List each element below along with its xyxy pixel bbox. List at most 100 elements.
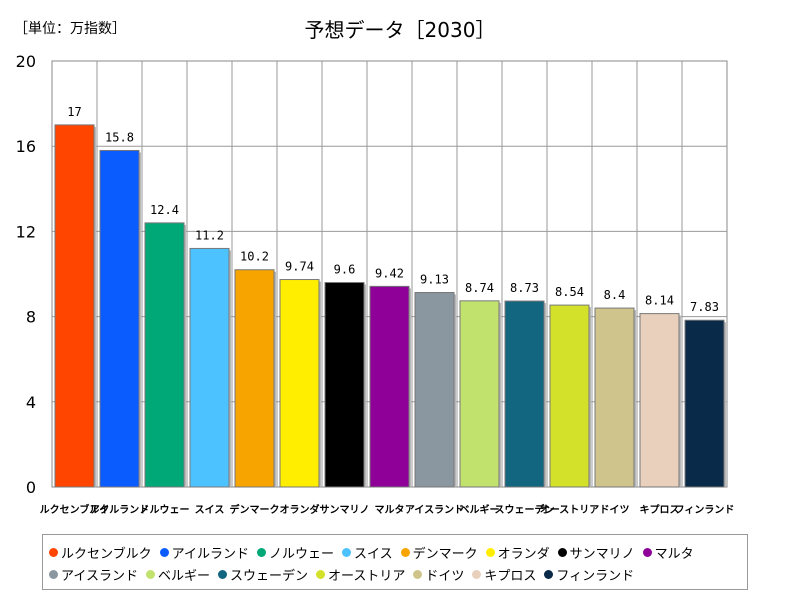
x-tick-label: スウェーデン	[495, 503, 555, 516]
legend-row: アイスランド ベルギー スウェーデン オーストリア ドイツ キプロス フィンランド	[49, 565, 642, 585]
legend-label: オランダ	[497, 547, 550, 562]
legend-item: フィンランド	[544, 565, 634, 584]
legend-label: アイルランド	[171, 547, 249, 562]
value-label: 17	[67, 105, 81, 119]
legend-item: スイス	[342, 543, 393, 562]
legend-item: デンマーク	[400, 543, 478, 562]
bar	[414, 292, 455, 488]
bar	[54, 124, 95, 488]
x-tick-label: マルタ	[375, 504, 405, 516]
y-tick-label: 16	[16, 137, 36, 156]
legend-label: キプロス	[484, 569, 537, 584]
bar	[504, 300, 545, 488]
value-label: 12.4	[150, 203, 179, 217]
legend-dot-icon	[159, 548, 169, 557]
value-label: 10.2	[240, 250, 269, 264]
y-tick-label: 12	[16, 222, 36, 241]
value-label: 9.13	[420, 273, 449, 287]
legend-item: アイスランド	[49, 565, 138, 584]
bars	[54, 124, 726, 488]
legend-label: デンマーク	[412, 547, 478, 562]
x-tick-label: アイルランド	[90, 504, 150, 516]
legend-dot-icon	[413, 570, 423, 579]
x-tick-label: フィンランド	[675, 504, 735, 516]
legend-label: スウェーデン	[229, 569, 308, 584]
y-tick-label: 0	[26, 478, 36, 497]
legend-label: サンマリノ	[569, 547, 635, 562]
value-label: 8.74	[465, 281, 494, 295]
x-tick-label: キプロス	[640, 503, 680, 516]
legend-dot-icon	[544, 570, 554, 579]
bar	[144, 222, 185, 488]
legend-label: ドイツ	[425, 569, 465, 584]
bar	[639, 313, 680, 488]
legend-dot-icon	[472, 570, 482, 579]
bar	[99, 149, 140, 488]
value-labels: 17 15.8 12.4 11.2 10.2 9.74 9.6 9.42 9.13 8.74 8.7…	[67, 105, 719, 314]
legend-item: オーストリア	[316, 565, 405, 584]
value-label: 15.8	[105, 130, 134, 144]
bar	[684, 319, 725, 488]
legend-dot-icon	[342, 548, 351, 557]
legend-dot-icon	[217, 570, 227, 579]
x-tick-label: ベルギー	[460, 503, 500, 516]
legend-item: キプロス	[472, 565, 536, 584]
y-tick-label: 4	[26, 393, 36, 412]
legend-item: ルクセンブルク	[49, 543, 152, 562]
legend-item: スウェーデン	[217, 565, 308, 584]
legend-item: オランダ	[485, 543, 550, 562]
bar	[234, 269, 275, 488]
legend-label: オーストリア	[328, 569, 406, 584]
x-tick-label: オランダ	[280, 503, 320, 516]
value-label: 8.73	[510, 281, 539, 295]
value-label: 9.42	[375, 266, 404, 280]
value-label: 7.83	[690, 300, 719, 314]
unit-label: ［単位：万指数］	[14, 21, 126, 37]
value-label: 8.4	[604, 288, 626, 302]
value-label: 8.14	[645, 294, 674, 308]
legend-row: ルクセンブルク アイルランド ノルウェー スイス デンマーク オランダ サンマリノ マルタ	[49, 543, 702, 563]
legend-item: マルタ	[642, 543, 694, 562]
legend-label: アイスランド	[61, 569, 138, 584]
bar	[369, 285, 410, 488]
grid-lines	[51, 60, 728, 488]
legend-item: ノルウェー	[256, 543, 334, 562]
legend: ルクセンブルク アイルランド ノルウェー スイス デンマーク オランダ サンマリノ マルタ ア…	[42, 534, 748, 590]
legend-item: サンマリノ	[557, 543, 635, 562]
legend-dot-icon	[485, 548, 495, 557]
legend-dot-icon	[316, 570, 325, 579]
x-tick-label: ルクセンブルク	[40, 503, 110, 516]
y-tick-label: 20	[16, 52, 36, 71]
legend-item: ベルギー	[145, 565, 210, 584]
y-tick-labels: 0 4 8 12 16 20	[16, 52, 36, 497]
x-tick-label: ノルウェー	[140, 504, 190, 516]
bar	[549, 304, 590, 488]
value-label: 11.2	[195, 228, 224, 242]
bar	[324, 282, 365, 488]
bar	[189, 247, 230, 488]
x-tick-label: スイス	[195, 504, 225, 516]
x-tick-label: サンマリノ	[320, 504, 370, 516]
legend-label: ルクセンブルク	[61, 547, 152, 562]
legend-dot-icon	[49, 548, 58, 557]
legend-label: フィンランド	[556, 569, 635, 584]
legend-dot-icon	[557, 548, 567, 557]
bar	[279, 279, 320, 488]
bar	[459, 300, 500, 488]
x-tick-label: アイスランド	[405, 504, 464, 516]
x-tick-label: オーストリア	[540, 504, 600, 516]
value-label: 9.74	[285, 260, 314, 274]
legend-dot-icon	[642, 548, 652, 557]
y-tick-label: 8	[26, 308, 36, 327]
x-tick-label: デンマーク	[230, 503, 280, 516]
legend-item: アイルランド	[159, 543, 249, 562]
legend-dot-icon	[256, 548, 266, 557]
legend-label: ノルウェー	[268, 547, 334, 562]
legend-label: スイス	[354, 547, 393, 562]
value-label: 9.6	[334, 263, 356, 277]
legend-dot-icon	[49, 570, 58, 579]
value-label: 8.54	[555, 285, 584, 299]
bar	[594, 307, 635, 488]
